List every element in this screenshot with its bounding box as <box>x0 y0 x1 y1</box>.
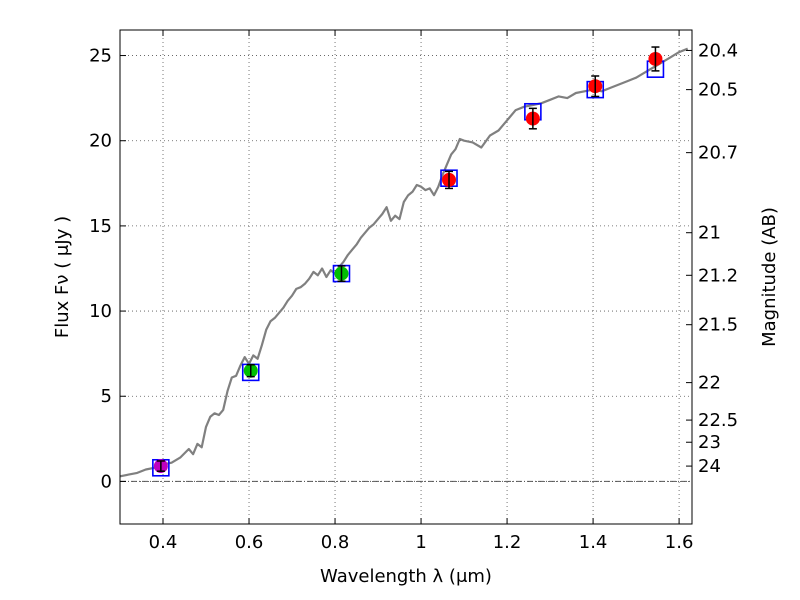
x-tick-label: 0.8 <box>321 532 350 553</box>
right-tick-label: 22.5 <box>698 410 738 431</box>
right-tick-label: 21 <box>698 223 721 244</box>
y-right-axis-label: Magnitude (AB) <box>759 207 780 347</box>
photometry-layer <box>152 46 665 477</box>
model-spectrum-line <box>119 47 689 478</box>
y-tick-label: 10 <box>89 301 112 322</box>
right-tick-label: 23 <box>698 432 721 453</box>
right-tick-label: 24 <box>698 456 721 477</box>
right-tick-label: 20.4 <box>698 40 738 61</box>
x-tick-label: 1 <box>415 532 426 553</box>
x-tick-label: 1.4 <box>579 532 608 553</box>
plot-frame <box>119 29 693 525</box>
right-tick-label: 21.2 <box>698 265 738 286</box>
y-axis-label: Flux Fν ( μJy ) <box>52 216 73 338</box>
y-tick-label: 15 <box>89 216 112 237</box>
ticks: 0.4 0.6 0.8 1 1.2 1.4 1.6 0 5 10 15 20 25 20.4 20.5 20.… <box>89 30 738 553</box>
model-spectrum-layer <box>119 47 689 478</box>
y-tick-label: 20 <box>89 131 112 152</box>
right-tick-label: 21.5 <box>698 315 738 336</box>
x-tick-label: 1.6 <box>665 532 694 553</box>
x-tick-label: 0.4 <box>149 532 178 553</box>
right-tick-label: 20.5 <box>698 80 738 101</box>
x-axis-label: Wavelength λ (μm) <box>320 566 492 587</box>
right-tick-label: 20.7 <box>698 143 738 164</box>
x-tick-label: 1.2 <box>493 532 522 553</box>
y-tick-label: 5 <box>101 386 112 407</box>
x-tick-label: 0.6 <box>235 532 264 553</box>
right-tick-label: 22 <box>698 373 721 394</box>
y-tick-label: 25 <box>89 46 112 67</box>
y-tick-label: 0 <box>101 471 112 492</box>
